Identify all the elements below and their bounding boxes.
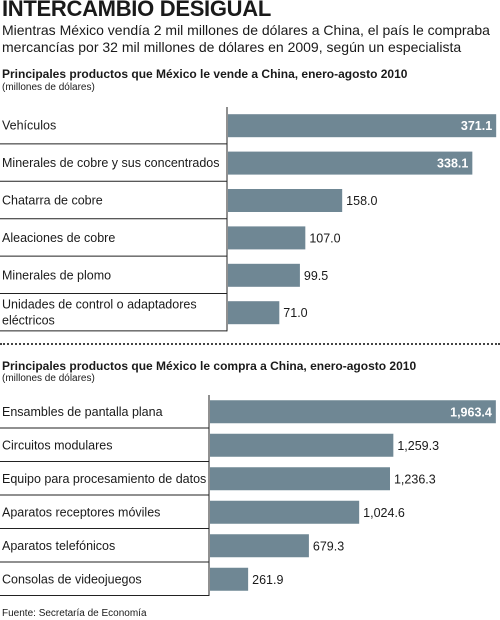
chart-1-category-label: Chatarra de cobre [2,194,103,208]
chart-1-value-label: 99.5 [304,269,328,283]
chart-2-unit: (millones de dólares) [2,373,95,384]
chart-1-value-label: 71.0 [283,306,307,320]
chart-2-value-label: 261.9 [252,573,283,587]
chart-1-bar [228,114,497,138]
chart-1-category-label: Vehículos [2,119,56,133]
chart-1-value-label: 338.1 [437,157,468,171]
chart-2-value-label: 1,236.3 [394,472,436,486]
chart-1-unit: (millones de dólares) [2,82,95,93]
chart-2-category-label: Ensambles de pantalla plana [2,405,163,419]
source-note: Fuente: Secretaría de Economía [2,608,147,619]
chart-2-value-label: 1,259.3 [397,439,439,453]
chart-1-bar [228,226,306,250]
chart-2-value-label: 1,963.4 [450,405,492,419]
chart-1-bar [228,189,343,212]
section-divider [0,343,500,345]
page-title: INTERCAMBIO DESIGUAL [2,0,272,21]
chart-1-bar [228,263,300,287]
chart-2-category-label: Circuitos modulares [2,438,112,452]
page-subtitle: Mientras México vendía 2 mil millones de… [2,22,490,55]
chart-2-category-label: Aparatos telefónicos [2,539,115,553]
chart-1-category-label: Unidades de control o adaptadores eléctri… [2,298,197,328]
chart-2-category-label: Aparatos receptores móviles [2,505,160,519]
chart-1-category-label: Minerales de cobre y sus concentrados [2,156,219,170]
chart-1-title: Principales productos que México le vend… [2,67,408,81]
chart-2-bar [210,400,496,424]
chart-1-value-label: 371.1 [461,119,492,133]
chart-1-category-label: Minerales de plomo [2,268,111,282]
chart-2-value-label: 1,024.6 [363,506,405,520]
chart-1-value-label: 107.0 [309,231,340,245]
imports-bar-chart: Ensambles de pantalla plana 1,963.4 Circui… [0,395,496,596]
exports-bar-chart: Vehículos 371.1 Minerales de cobre y sus c… [0,107,497,332]
chart-2-bar [210,433,394,457]
chart-1-bar [228,301,280,325]
chart-2-bar [210,534,309,558]
chart-2-bar [210,467,390,491]
chart-1-category-label: Aleaciones de cobre [2,231,115,245]
chart-1-bar [228,151,473,175]
chart-2-bar [210,500,360,524]
chart-1-value-label: 158.0 [346,194,377,208]
chart-2-value-label: 679.3 [313,539,344,553]
chart-2-title: Principales productos que México le comp… [2,359,417,373]
chart-2-category-label: Equipo para procesamiento de datos [2,472,206,486]
chart-2-category-label: Consolas de videojuegos [2,572,142,586]
chart-2-bar [210,567,249,591]
